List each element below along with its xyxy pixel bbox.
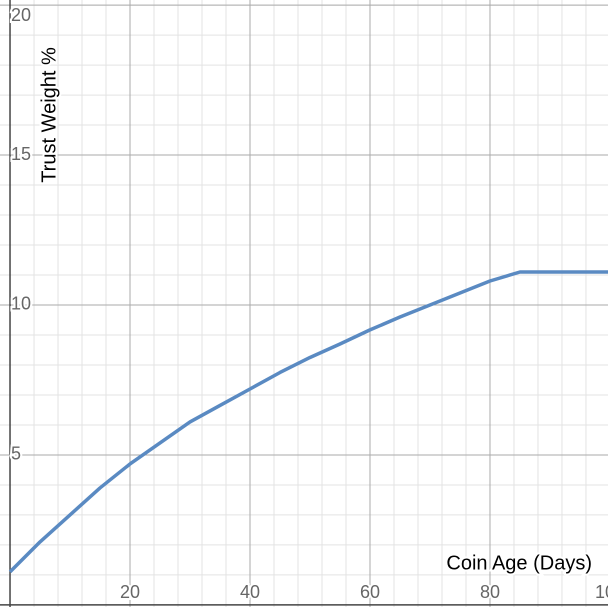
x-tick-label: 100 — [595, 582, 608, 602]
x-tick-label: 60 — [360, 582, 380, 602]
labels: 20 40 60 80 100 5 10 15 20 Coin Age (Days) Trust W… — [9, 3, 608, 604]
line — [8, 270, 608, 574]
y-tick-label: 20 — [11, 5, 31, 25]
y-axis-label: Trust Weight % — [38, 47, 60, 183]
plot — [8, 270, 608, 574]
x-tick-label: 20 — [120, 582, 140, 602]
x-tick-label: 40 — [240, 582, 260, 602]
y-tick-label: 15 — [11, 144, 31, 164]
y-tick-label: 5 — [11, 444, 21, 464]
y-tick-label: 10 — [11, 294, 31, 314]
x-tick-label: 80 — [480, 582, 500, 602]
x-axis-label: Coin Age (Days) — [446, 552, 592, 574]
